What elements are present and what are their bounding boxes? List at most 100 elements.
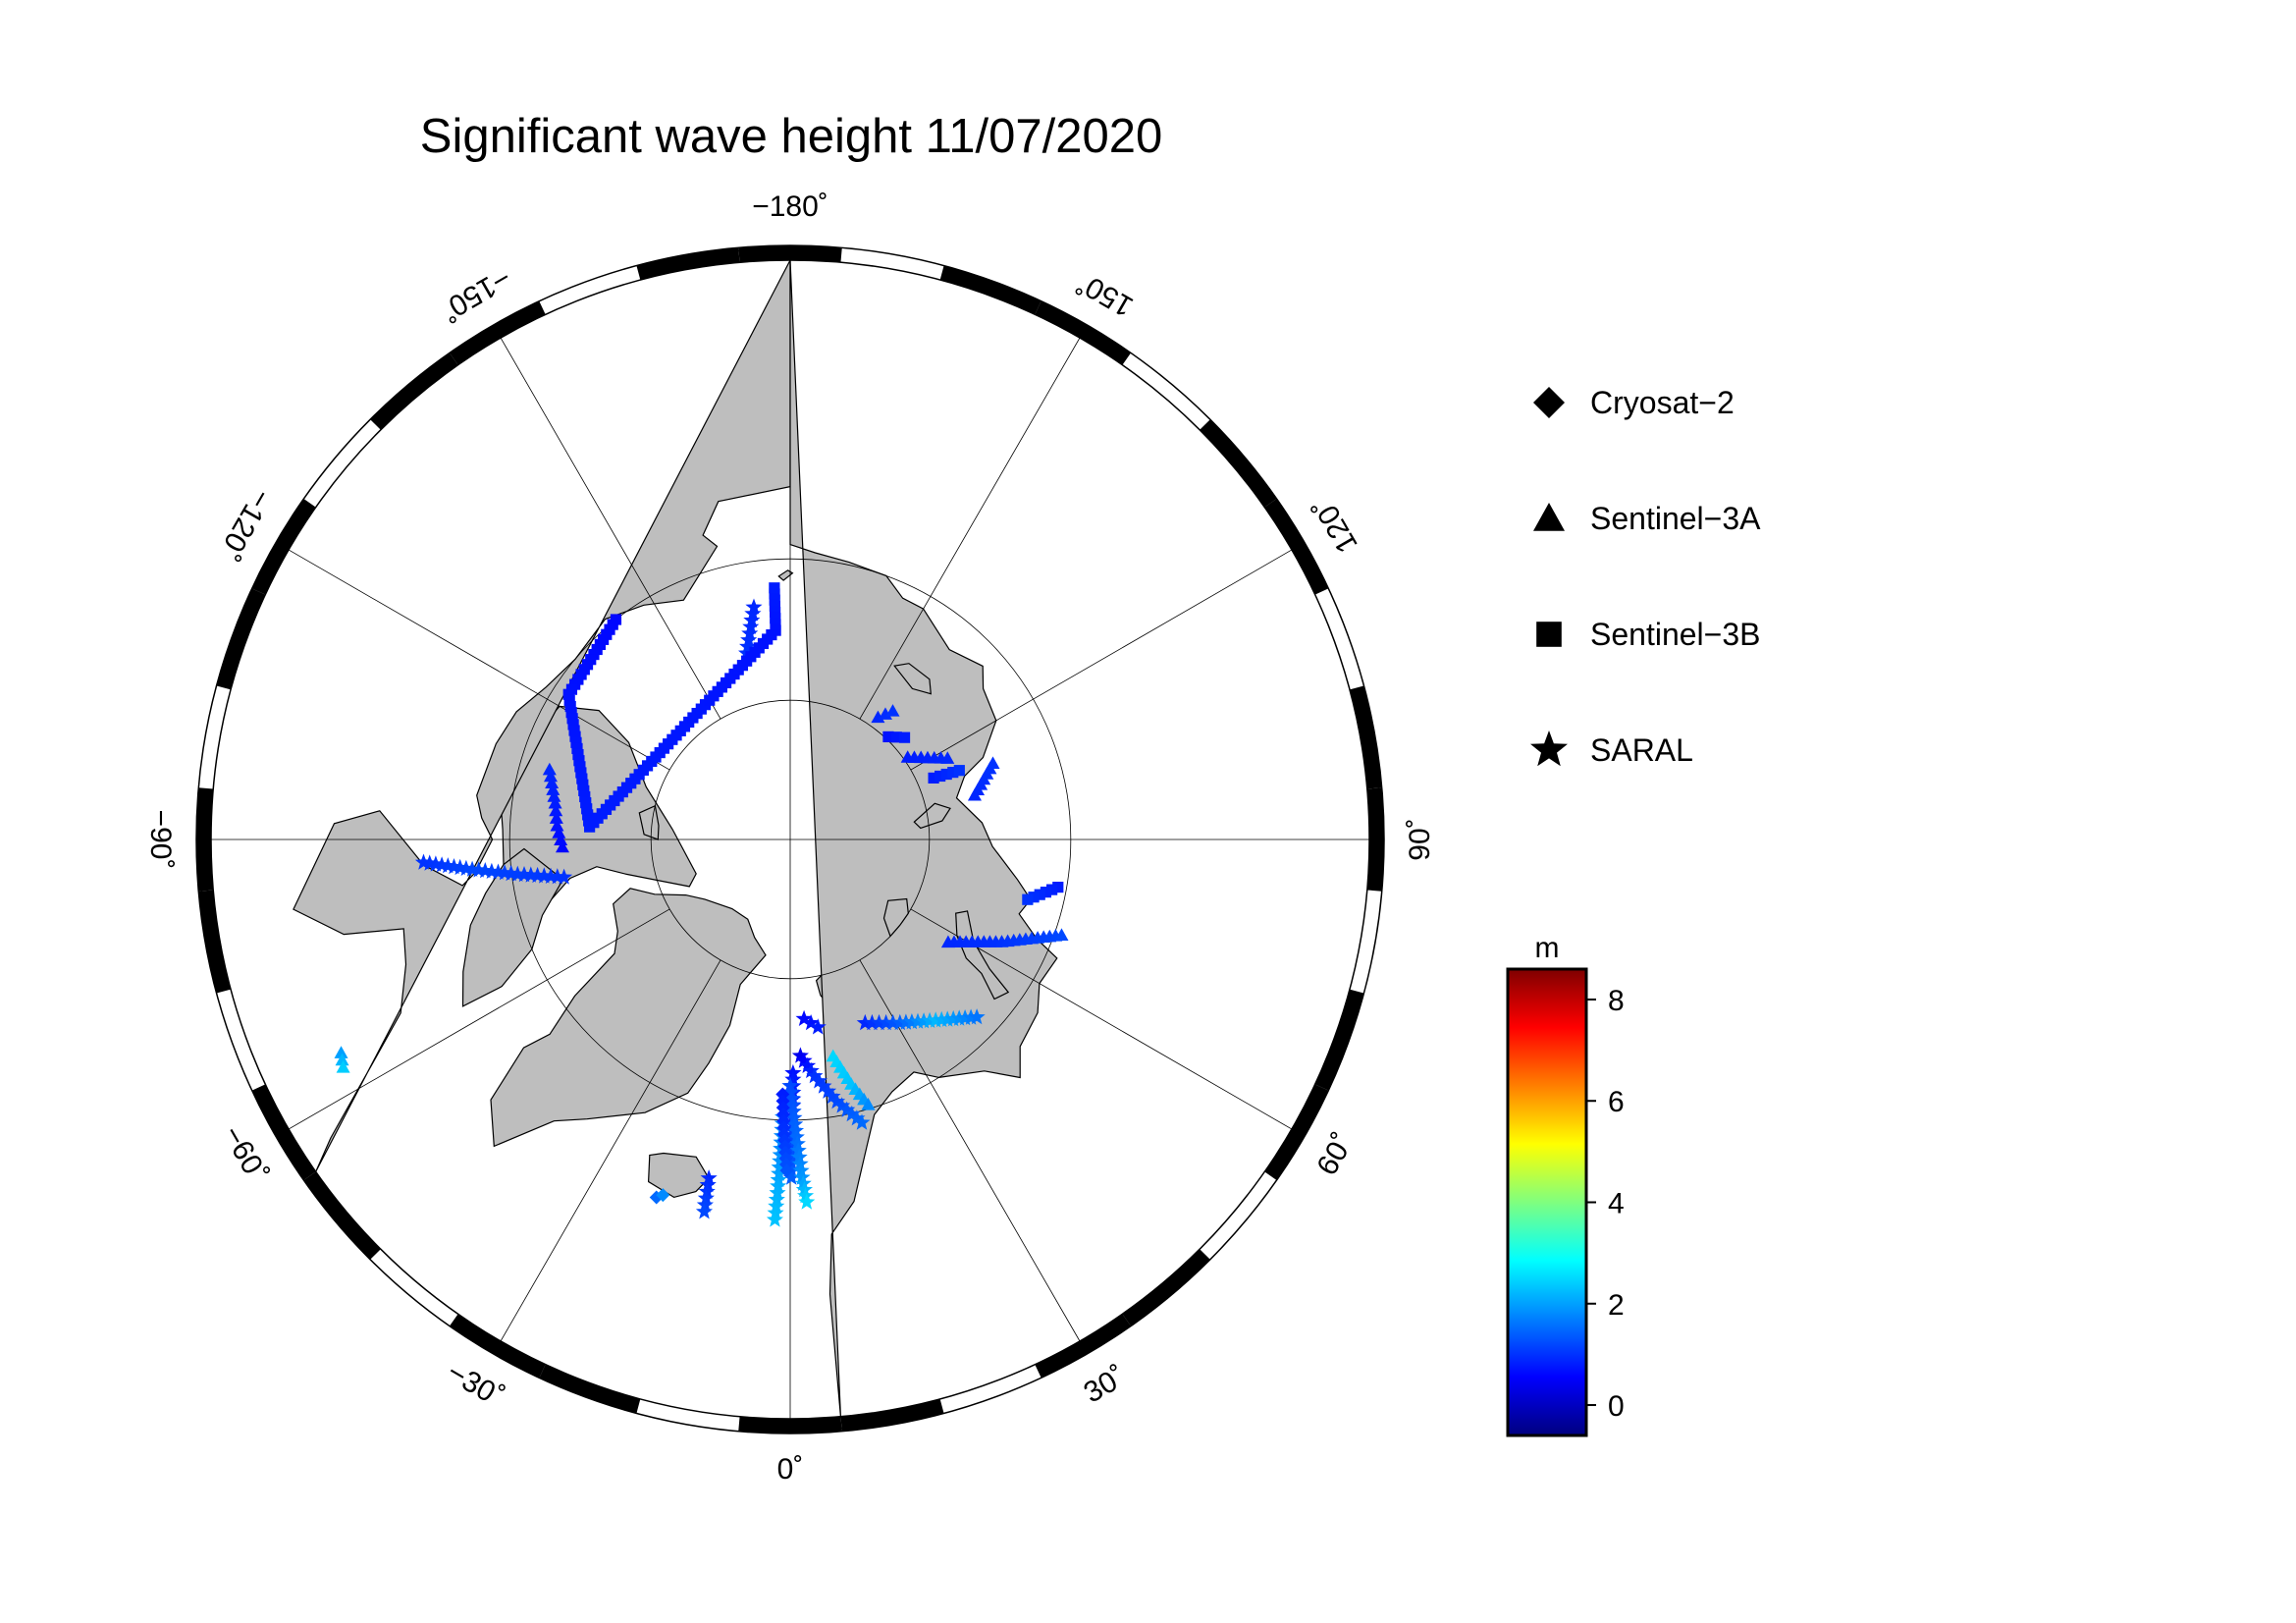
track-point [795, 1009, 813, 1026]
track-saral [856, 1008, 986, 1031]
meridian-line [492, 323, 721, 720]
track-point [787, 1121, 805, 1138]
track-point [766, 1211, 783, 1227]
track-point [784, 1103, 802, 1119]
track-point [770, 1177, 787, 1194]
track-sentinel-3a [940, 928, 1069, 948]
track-point [547, 789, 561, 802]
track-point [550, 818, 564, 832]
longitude-label: 90˚ [1404, 818, 1436, 860]
track-point [799, 1056, 817, 1073]
track-point [414, 853, 433, 870]
legend-item: Sentinel−3A [1533, 501, 1761, 536]
track-point [483, 862, 501, 879]
track-point [555, 839, 569, 853]
track-point [470, 861, 488, 878]
track-point [915, 1012, 933, 1029]
track-point [457, 859, 475, 876]
track-point [542, 867, 560, 884]
track-point [562, 688, 574, 700]
longitude-label: −60˚ [216, 1120, 274, 1188]
meridian-line [910, 541, 1307, 771]
track-point [861, 1098, 876, 1110]
track-point [878, 1013, 895, 1031]
track-point [781, 1076, 799, 1094]
legend-label: Sentinel−3A [1590, 501, 1761, 536]
track-point [573, 755, 585, 767]
track-point [503, 864, 520, 882]
track-point [1028, 892, 1040, 903]
track-point [1040, 887, 1052, 898]
track-saral [781, 1076, 816, 1210]
track-point [334, 1046, 348, 1058]
track-sentinel-3a [967, 756, 1000, 801]
graticule [211, 260, 1369, 1419]
track-point [856, 1013, 874, 1031]
longitude-label: 0˚ [777, 1453, 804, 1486]
frame-band [251, 498, 316, 595]
track-point [335, 1053, 349, 1066]
track-point [768, 1190, 785, 1208]
track-point [809, 1018, 827, 1035]
longitude-label: 60˚ [1310, 1128, 1360, 1181]
meridian-line [274, 908, 670, 1138]
track-point [768, 1197, 785, 1214]
track-point [582, 809, 594, 821]
track-point [770, 619, 781, 630]
track-point [742, 618, 760, 634]
track-point [433, 856, 451, 873]
meridian-line [859, 323, 1089, 720]
track-point [452, 858, 469, 876]
frame-band [251, 1084, 316, 1181]
track-point [962, 1008, 980, 1025]
track-point [870, 1013, 888, 1031]
colorbar-tick-label: 4 [1608, 1188, 1625, 1220]
legend-item: Sentinel−3B [1536, 617, 1760, 652]
legend-label: Cryosat−2 [1590, 385, 1735, 420]
frame-band [1264, 1084, 1329, 1181]
satellite-tracks [334, 582, 1069, 1227]
track-point [795, 1180, 813, 1198]
track-point [824, 1087, 841, 1105]
track-sentinel-3b [562, 582, 781, 833]
frame-band [370, 352, 458, 430]
track-sentinel-3a [871, 704, 900, 724]
track-point [489, 863, 507, 880]
track-point [797, 1187, 815, 1204]
legend-triangle-icon [1533, 503, 1565, 531]
track-point [769, 588, 780, 600]
track-cryosat-2 [649, 1188, 670, 1205]
track-point [574, 761, 586, 773]
track-sentinel-3b [1022, 881, 1064, 905]
track-point [897, 1013, 915, 1030]
track-point [696, 1196, 714, 1213]
track-point [698, 1182, 716, 1199]
track-point [786, 1115, 804, 1132]
track-point [743, 611, 761, 628]
track-point [577, 779, 589, 790]
legend-star-icon [1530, 730, 1568, 767]
frame-band [738, 245, 842, 263]
longitude-label: 30˚ [1079, 1360, 1132, 1409]
frame-band [1314, 989, 1364, 1091]
track-point [564, 700, 576, 713]
track-point [947, 767, 959, 779]
frame-band [449, 1314, 546, 1379]
track-point [656, 1188, 670, 1203]
track-point [953, 765, 965, 777]
track-point [793, 1168, 811, 1185]
land-masses [293, 260, 1058, 1417]
track-point [933, 1010, 950, 1028]
track-point [567, 719, 579, 730]
track-sentinel-3a [334, 1046, 350, 1073]
colorbar-tick-label: 8 [1608, 985, 1625, 1017]
track-point [871, 710, 885, 724]
track-point [863, 1013, 881, 1031]
track-point [548, 795, 562, 809]
track-saral [695, 1169, 718, 1219]
track-point [788, 1135, 806, 1152]
track-point [986, 756, 1000, 769]
track-point [891, 1013, 909, 1031]
track-point [769, 600, 781, 612]
track-point [522, 866, 540, 883]
